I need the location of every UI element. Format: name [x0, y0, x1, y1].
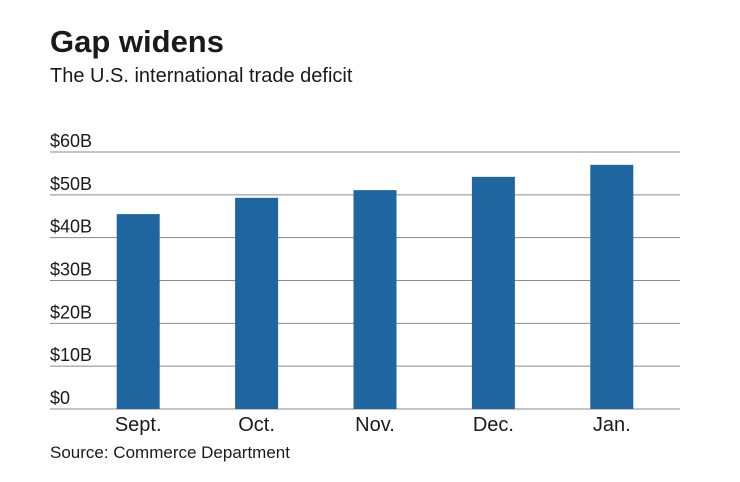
y-tick-label: $50B — [50, 174, 92, 194]
y-tick-label: $10B — [50, 345, 92, 365]
chart-subtitle: The U.S. international trade deficit — [50, 65, 353, 87]
y-tick-label: $60B — [50, 131, 92, 151]
chart-title: Gap widens — [50, 24, 224, 59]
source: Source: Commerce Department — [50, 443, 290, 462]
bar — [471, 176, 515, 409]
x-tick-label: Oct. — [238, 414, 275, 436]
x-tick-label: Sept. — [115, 414, 162, 436]
bar — [590, 164, 634, 409]
y-tick-label: $0 — [50, 388, 70, 408]
bar — [353, 190, 397, 409]
bar — [235, 197, 279, 409]
x-tick-label: Nov. — [355, 414, 395, 436]
x-tick-label: Jan. — [593, 414, 631, 436]
y-tick-label: $20B — [50, 302, 92, 322]
y-tick-label: $30B — [50, 260, 92, 280]
y-tick-label: $40B — [50, 217, 92, 237]
bar — [116, 214, 160, 409]
x-tick-label: Dec. — [473, 414, 514, 436]
